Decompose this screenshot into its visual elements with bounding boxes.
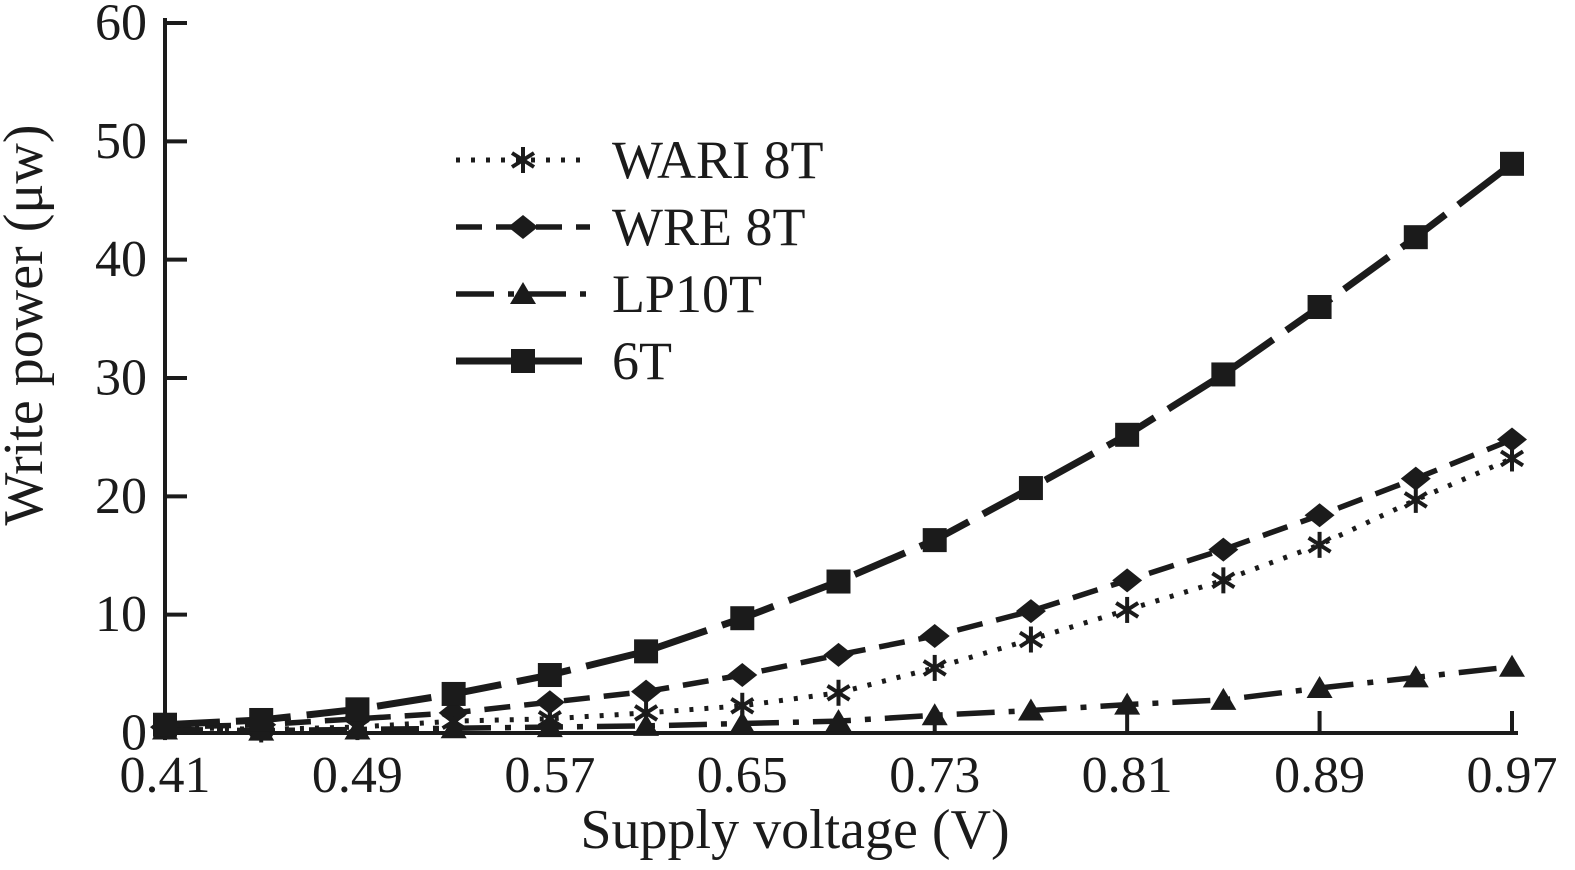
marker-asterisk	[510, 147, 536, 173]
legend-label-lp10t: LP10T	[612, 264, 762, 324]
marker-diamond	[1112, 568, 1143, 593]
x-tick-label: 0.89	[1274, 747, 1365, 804]
marker-asterisk	[1115, 596, 1140, 623]
marker-square	[511, 349, 535, 373]
marker-triangle	[1402, 665, 1429, 688]
axis-lines	[163, 18, 1518, 735]
marker-square	[441, 681, 466, 706]
marker-triangle	[825, 709, 852, 732]
marker-asterisk	[1403, 486, 1428, 513]
legend-item-wari-8t: WARI 8T	[456, 130, 823, 190]
marker-square	[1307, 295, 1332, 319]
marker-triangle	[344, 717, 371, 740]
marker-square	[1500, 151, 1524, 176]
y-tick-label: 10	[95, 586, 147, 643]
marker-diamond	[823, 642, 854, 667]
marker-square	[922, 528, 947, 553]
marker-triangle	[921, 703, 948, 726]
marker-diamond	[1015, 599, 1046, 624]
marker-diamond	[1497, 427, 1527, 452]
marker-diamond	[727, 663, 758, 688]
series-line-wre-8t	[164, 436, 1514, 730]
y-tick-label: 30	[95, 350, 147, 407]
marker-triangle	[1017, 698, 1044, 721]
marker-diamond	[1400, 466, 1431, 491]
marker-square	[1115, 422, 1140, 447]
marker-square	[730, 606, 755, 631]
marker-square	[1403, 225, 1428, 250]
legend-item-6t: 6T	[456, 331, 672, 391]
y-tick-label: 20	[95, 468, 147, 525]
marker-diamond	[631, 679, 662, 704]
legend-label-6t: 6T	[612, 331, 672, 391]
y-tick-label: 60	[95, 0, 147, 52]
marker-diamond	[508, 215, 538, 239]
legend: WARI 8T WRE 8T LP10T 6T	[456, 130, 823, 391]
marker-asterisk	[1018, 626, 1044, 653]
marker-triangle	[1499, 654, 1525, 677]
marker-square	[826, 569, 851, 594]
marker-asterisk	[1307, 531, 1332, 558]
x-tick-label: 0.73	[889, 747, 980, 804]
y-tick-label: 50	[95, 113, 147, 170]
marker-diamond	[919, 623, 950, 648]
marker-square	[537, 663, 562, 688]
marker-asterisk	[826, 679, 851, 706]
legend-label-wari-8t: WARI 8T	[612, 130, 823, 190]
y-tick-label: 40	[95, 231, 147, 288]
marker-triangle	[1114, 692, 1141, 715]
series-6t	[153, 151, 1524, 737]
marker-triangle	[440, 716, 467, 739]
marker-square	[249, 707, 274, 732]
marker-square	[634, 639, 659, 664]
marker-square	[1211, 362, 1236, 387]
series-wre-8t	[150, 427, 1527, 740]
legend-item-wre-8t: WRE 8T	[456, 197, 805, 257]
marker-triangle	[633, 713, 660, 736]
y-axis-title: Write power (μw)	[0, 125, 55, 526]
y-tick-label: 0	[121, 705, 147, 762]
x-tick-label: 0.49	[312, 747, 403, 804]
marker-triangle	[536, 715, 563, 738]
legend-label-wre-8t: WRE 8T	[612, 197, 805, 257]
x-tick-label: 0.65	[697, 747, 788, 804]
marker-triangle	[729, 711, 756, 734]
marker-triangle	[510, 282, 536, 304]
marker-diamond	[438, 700, 469, 725]
x-tick-label: 0.81	[1082, 747, 1173, 804]
marker-triangle	[1210, 687, 1237, 710]
marker-triangle	[1306, 676, 1333, 699]
axes: 0 10 20 30 40 50 60 0.41 0.49 0.57 0.65 0.73 0.81 0.8…	[0, 0, 1558, 861]
marker-diamond	[1304, 503, 1335, 528]
legend-item-lp10t: LP10T	[456, 264, 762, 324]
marker-asterisk	[922, 654, 947, 681]
x-tick-label: 0.57	[504, 747, 595, 804]
marker-diamond	[1208, 537, 1239, 562]
series-line-6t	[164, 161, 1515, 729]
x-axis-title: Supply voltage (V)	[580, 799, 1009, 861]
marker-square	[1018, 476, 1043, 501]
marker-diamond	[534, 690, 565, 715]
marker-asterisk	[1211, 567, 1236, 594]
x-tick-label: 0.97	[1467, 747, 1558, 804]
marker-square	[345, 697, 370, 722]
x-tick-label: 0.41	[120, 747, 211, 804]
marker-square	[153, 712, 177, 737]
